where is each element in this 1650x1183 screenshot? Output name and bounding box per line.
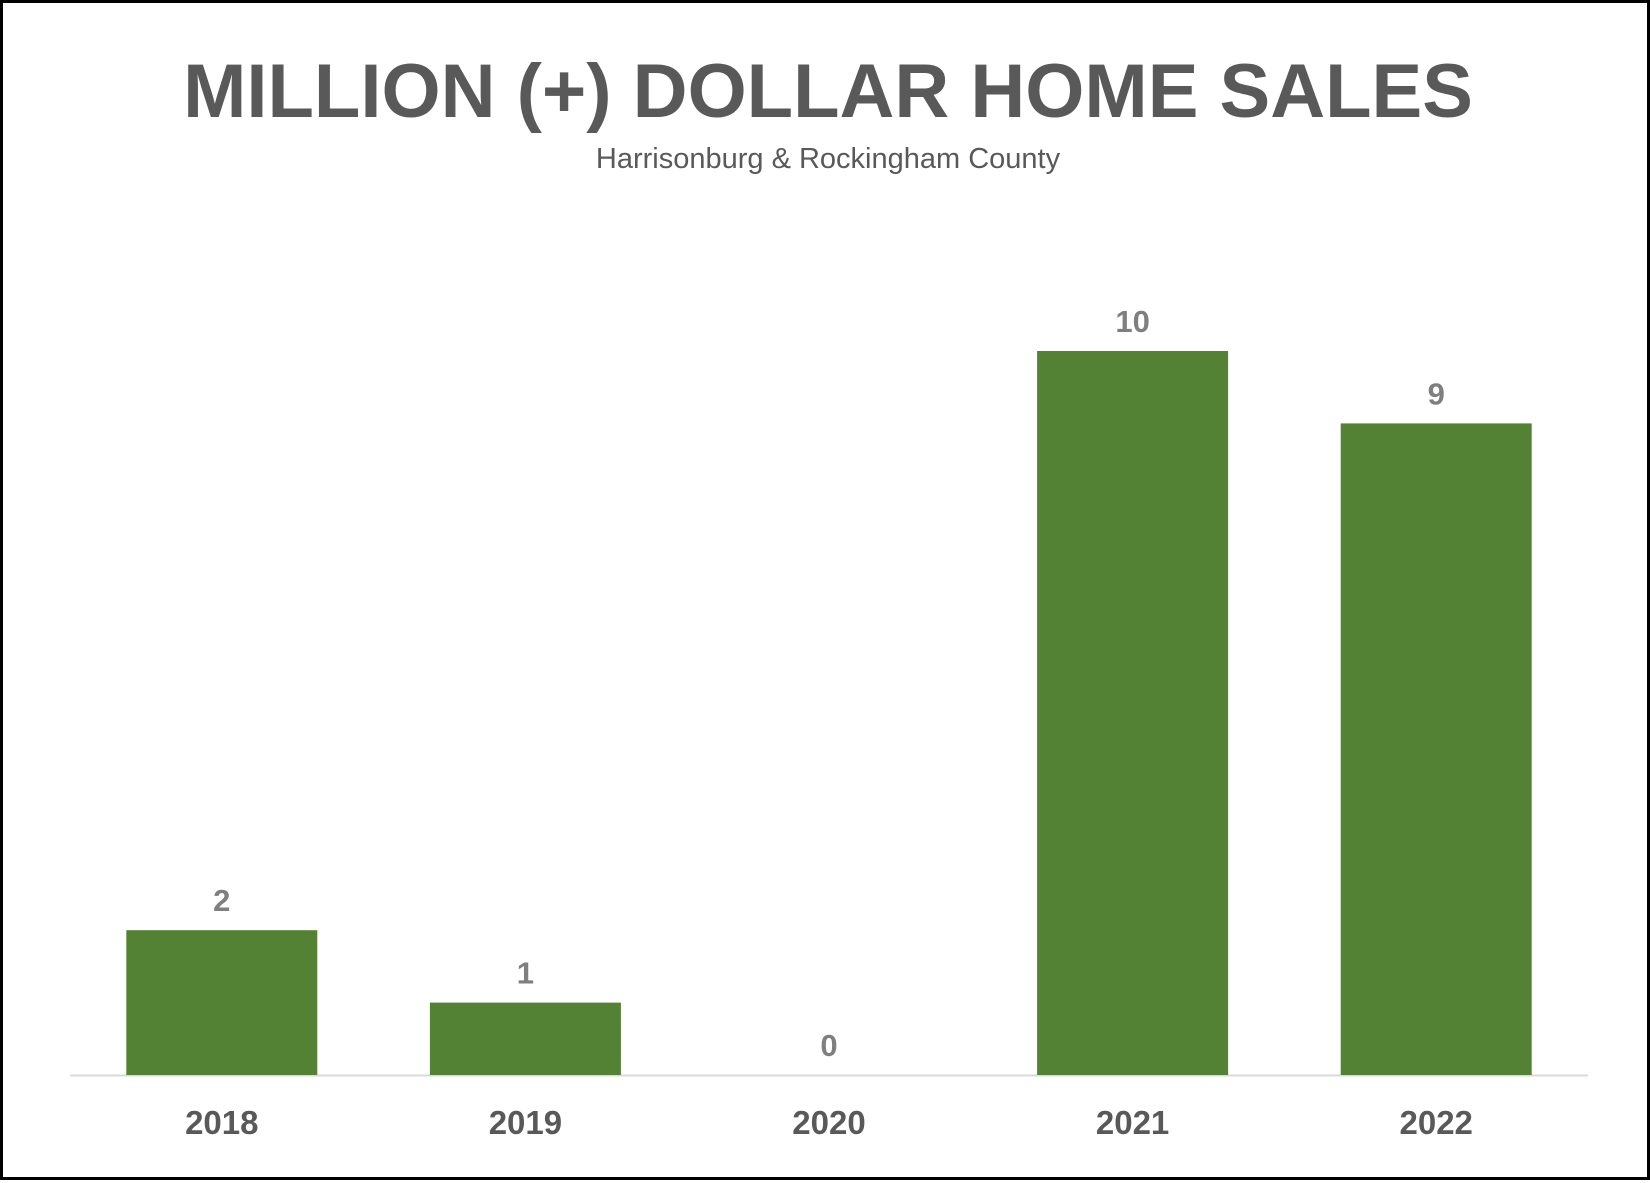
bar-2021 — [1037, 351, 1229, 1075]
bar-chart: 2 2018 1 2019 0 2020 10 2021 9 2022 — [70, 304, 1588, 1141]
bar-2022 — [1340, 423, 1532, 1075]
data-label-2020: 0 — [820, 1028, 837, 1063]
x-tick-label-2021: 2021 — [1096, 1104, 1169, 1141]
x-tick-label-2020: 2020 — [792, 1104, 865, 1141]
data-label-2021: 10 — [1115, 304, 1149, 339]
x-tick-label-2019: 2019 — [489, 1104, 562, 1141]
x-tick-label-2022: 2022 — [1399, 1104, 1472, 1141]
chart-title: MILLION (+) DOLLAR HOME SALES — [183, 49, 1473, 134]
bar-2019 — [429, 1002, 621, 1075]
chart-subtitle: Harrisonburg & Rockingham County — [595, 143, 1061, 175]
x-tick-label-2018: 2018 — [185, 1104, 258, 1141]
data-label-2019: 1 — [517, 956, 534, 991]
bar-2018 — [126, 930, 318, 1075]
data-label-2022: 9 — [1428, 376, 1445, 411]
data-label-2018: 2 — [213, 883, 230, 918]
